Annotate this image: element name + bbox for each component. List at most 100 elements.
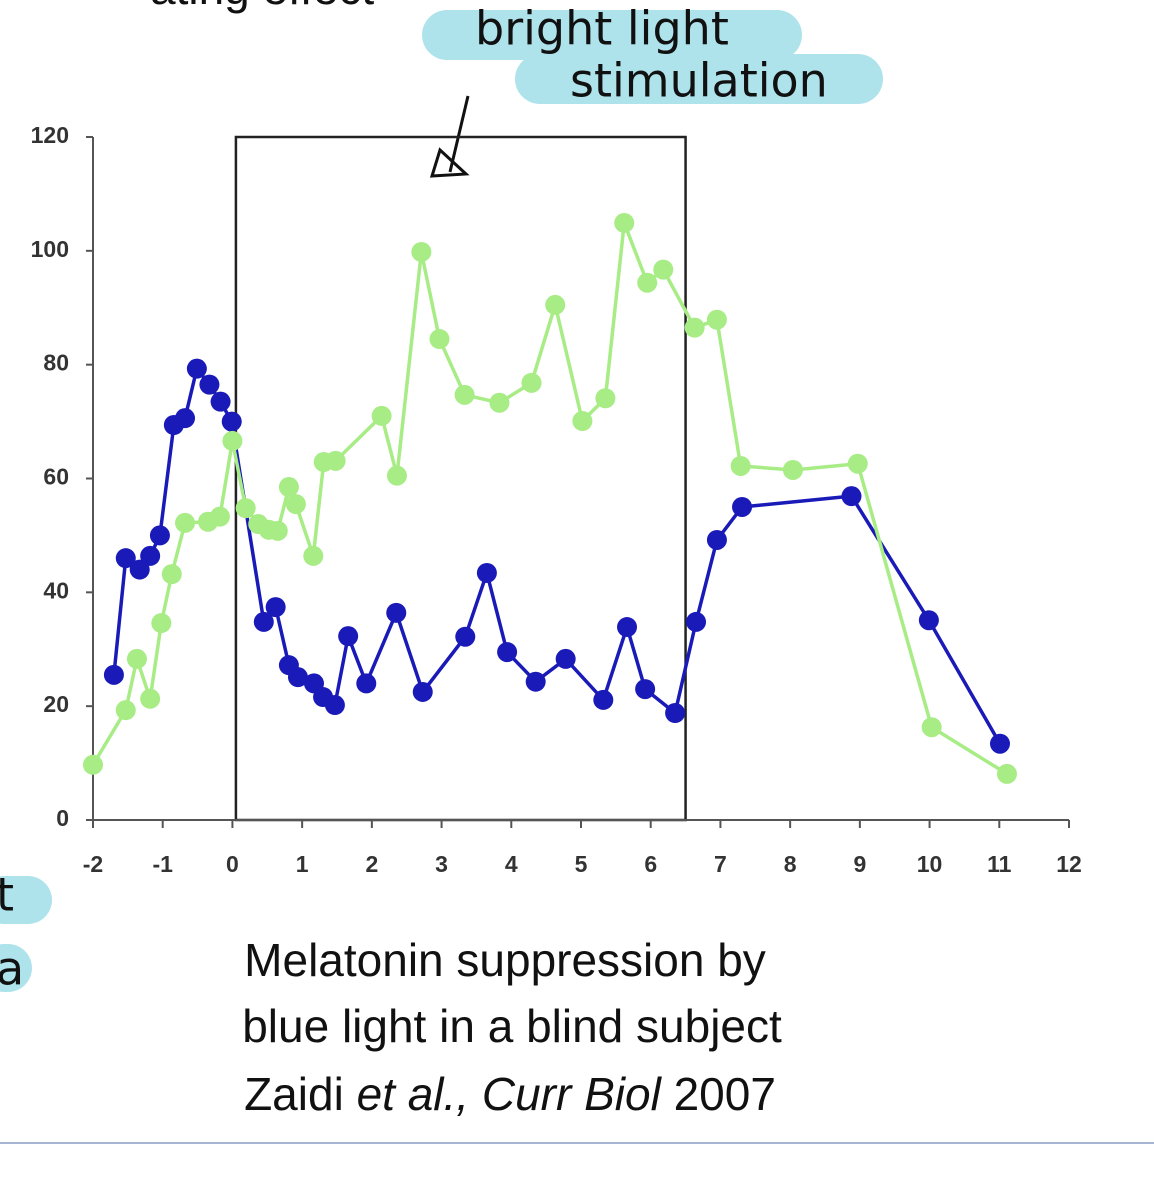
caption: Melatonin suppression by xyxy=(244,934,766,986)
x-tick-label: 0 xyxy=(226,851,239,877)
series-line xyxy=(112,364,1002,745)
highlight xyxy=(0,876,52,924)
arrow xyxy=(429,95,470,178)
data-point xyxy=(209,506,230,527)
data-point xyxy=(412,681,433,702)
data-point xyxy=(429,329,450,350)
data-point xyxy=(199,374,220,395)
data-point xyxy=(103,664,124,685)
data-point xyxy=(151,613,172,634)
data-point xyxy=(221,411,242,432)
data-point xyxy=(847,453,868,474)
data-point xyxy=(918,610,939,631)
data-point xyxy=(210,391,231,412)
data-point xyxy=(411,241,432,262)
data-point xyxy=(83,754,103,775)
data-point xyxy=(593,689,614,710)
data-point xyxy=(371,405,392,426)
x-tick-label: 12 xyxy=(1056,851,1082,877)
data-point xyxy=(175,512,196,533)
data-point xyxy=(665,702,686,723)
x-tick-label: 5 xyxy=(575,851,588,877)
data-point xyxy=(303,545,324,566)
x-tick-label: 8 xyxy=(784,851,797,877)
data-point xyxy=(455,626,476,647)
x-tick-label: 4 xyxy=(505,851,518,877)
x-tick-label: 1 xyxy=(296,851,309,877)
data-point xyxy=(126,648,147,669)
annotation: bright light xyxy=(475,2,729,56)
cropped-title: ating effect xyxy=(150,0,374,14)
data-point xyxy=(129,559,150,580)
data-point xyxy=(278,477,299,498)
data-point xyxy=(653,259,674,280)
highlight xyxy=(515,54,883,104)
data-point xyxy=(545,294,566,315)
data-point xyxy=(730,455,751,476)
data-point xyxy=(265,597,286,618)
data-point xyxy=(637,272,658,293)
y-tick-label: 40 xyxy=(43,577,69,603)
data-point xyxy=(324,695,345,716)
data-point xyxy=(115,548,136,569)
y-tick-label: 20 xyxy=(43,691,69,717)
data-point xyxy=(267,520,288,541)
x-tick-label: 9 xyxy=(853,851,866,877)
data-point xyxy=(921,717,942,738)
stimulation-box xyxy=(234,135,687,822)
data-point xyxy=(186,358,207,379)
x-tick-label: 7 xyxy=(714,851,727,877)
y-tick-label: 0 xyxy=(56,805,69,831)
x-tick-label: -2 xyxy=(83,851,103,877)
data-point xyxy=(989,733,1010,754)
x-tick-label: 3 xyxy=(435,851,448,877)
x-tick-label: 6 xyxy=(644,851,657,877)
data-point xyxy=(476,562,497,583)
x-tick-label: 10 xyxy=(917,851,943,877)
data-point xyxy=(161,564,182,585)
y-tick-label: 120 xyxy=(31,122,69,148)
y-tick-label: 100 xyxy=(31,236,69,262)
data-point xyxy=(287,667,308,688)
data-point xyxy=(782,459,803,480)
caption: blue light in a blind subject xyxy=(242,1000,782,1052)
annotation: stimulation xyxy=(570,54,828,108)
data-point xyxy=(572,411,593,432)
data-point xyxy=(684,317,705,338)
data-point xyxy=(706,529,727,550)
data-point xyxy=(140,688,161,709)
cropped-note: a xyxy=(0,942,24,996)
data-point xyxy=(525,671,546,692)
data-point xyxy=(325,450,346,471)
y-tick-label: 80 xyxy=(43,350,69,376)
data-point xyxy=(497,642,518,663)
highlight xyxy=(0,944,32,992)
y-tick-label: 60 xyxy=(43,464,69,490)
data-point xyxy=(356,673,377,694)
data-point xyxy=(614,212,635,233)
data-point xyxy=(175,408,196,429)
data-point xyxy=(454,384,475,405)
data-point xyxy=(617,617,638,638)
caption-part: Curr Biol xyxy=(482,1068,663,1120)
data-point xyxy=(635,679,656,700)
caption-part: Zaidi xyxy=(244,1068,356,1120)
x-tick-label: 2 xyxy=(365,851,378,877)
caption: Zaidi et al., Curr Biol 2007 xyxy=(244,1068,776,1120)
data-point xyxy=(285,494,306,515)
data-point xyxy=(555,648,576,669)
data-point xyxy=(115,700,136,721)
data-point xyxy=(338,626,359,647)
data-point xyxy=(386,602,407,623)
data-point xyxy=(222,430,243,451)
caption-part: et al., xyxy=(357,1068,482,1120)
x-tick-label: 11 xyxy=(987,851,1012,877)
data-point xyxy=(996,763,1017,784)
data-point xyxy=(253,611,274,632)
data-point xyxy=(489,392,510,413)
data-point xyxy=(149,525,170,546)
data-point xyxy=(140,545,161,566)
data-point xyxy=(235,498,256,519)
cropped-note: t xyxy=(0,868,14,922)
